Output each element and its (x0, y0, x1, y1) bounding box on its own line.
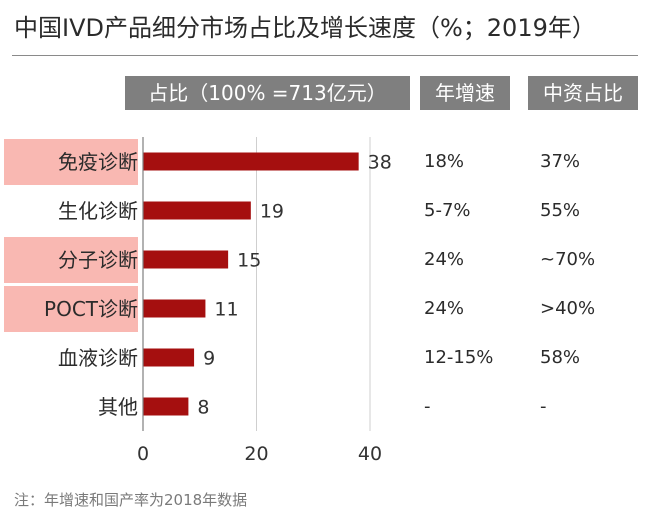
bar (143, 299, 206, 318)
domestic-share-value: 58% (540, 346, 581, 368)
bar-value-label: 19 (260, 201, 284, 223)
category-label: 免疫诊断 (58, 149, 138, 174)
growth-value: 24% (424, 297, 465, 319)
bar (143, 152, 359, 171)
domestic-share-value: - (540, 395, 547, 417)
bar-value-label: 15 (237, 250, 261, 272)
category-label: 血液诊断 (58, 345, 138, 370)
category-highlight (4, 236, 138, 283)
growth-value: 24% (424, 248, 465, 270)
domestic-share-value: 55% (540, 199, 581, 221)
x-tick-label: 40 (358, 443, 382, 465)
x-tick-label: 20 (244, 443, 268, 465)
category-label: 分子诊断 (58, 247, 138, 272)
bar (143, 397, 189, 416)
title-divider (12, 55, 638, 56)
bar (143, 348, 195, 367)
growth-value: 12-15% (424, 346, 494, 368)
chart-title: 中国IVD产品细分市场占比及增长速度（%；2019年） (14, 14, 596, 42)
category-highlight (4, 138, 138, 185)
bar-value-label: 8 (197, 397, 209, 419)
category-label: POCT诊断 (44, 296, 138, 321)
growth-value: - (424, 395, 431, 417)
header-domestic: 中资占比 (528, 76, 638, 110)
category-highlight (4, 285, 138, 332)
category-label: 其他 (98, 394, 138, 419)
growth-value: 18% (424, 150, 465, 172)
bar (143, 201, 251, 220)
bar-value-label: 9 (203, 348, 215, 370)
x-tick-label: 0 (137, 443, 149, 465)
footnote: 注：年增速和国产率为2018年数据 (14, 491, 248, 509)
domestic-share-value: ~70% (540, 248, 596, 270)
category-label: 生化诊断 (58, 198, 138, 223)
bar-value-label: 38 (368, 152, 392, 174)
header-share: 占比（100% =713亿元） (125, 76, 410, 110)
header-growth: 年增速 (420, 76, 510, 110)
growth-value: 5-7% (424, 199, 471, 221)
domestic-share-value: >40% (540, 297, 596, 319)
bar (143, 250, 229, 269)
bar-value-label: 11 (214, 299, 238, 321)
domestic-share-value: 37% (540, 150, 581, 172)
